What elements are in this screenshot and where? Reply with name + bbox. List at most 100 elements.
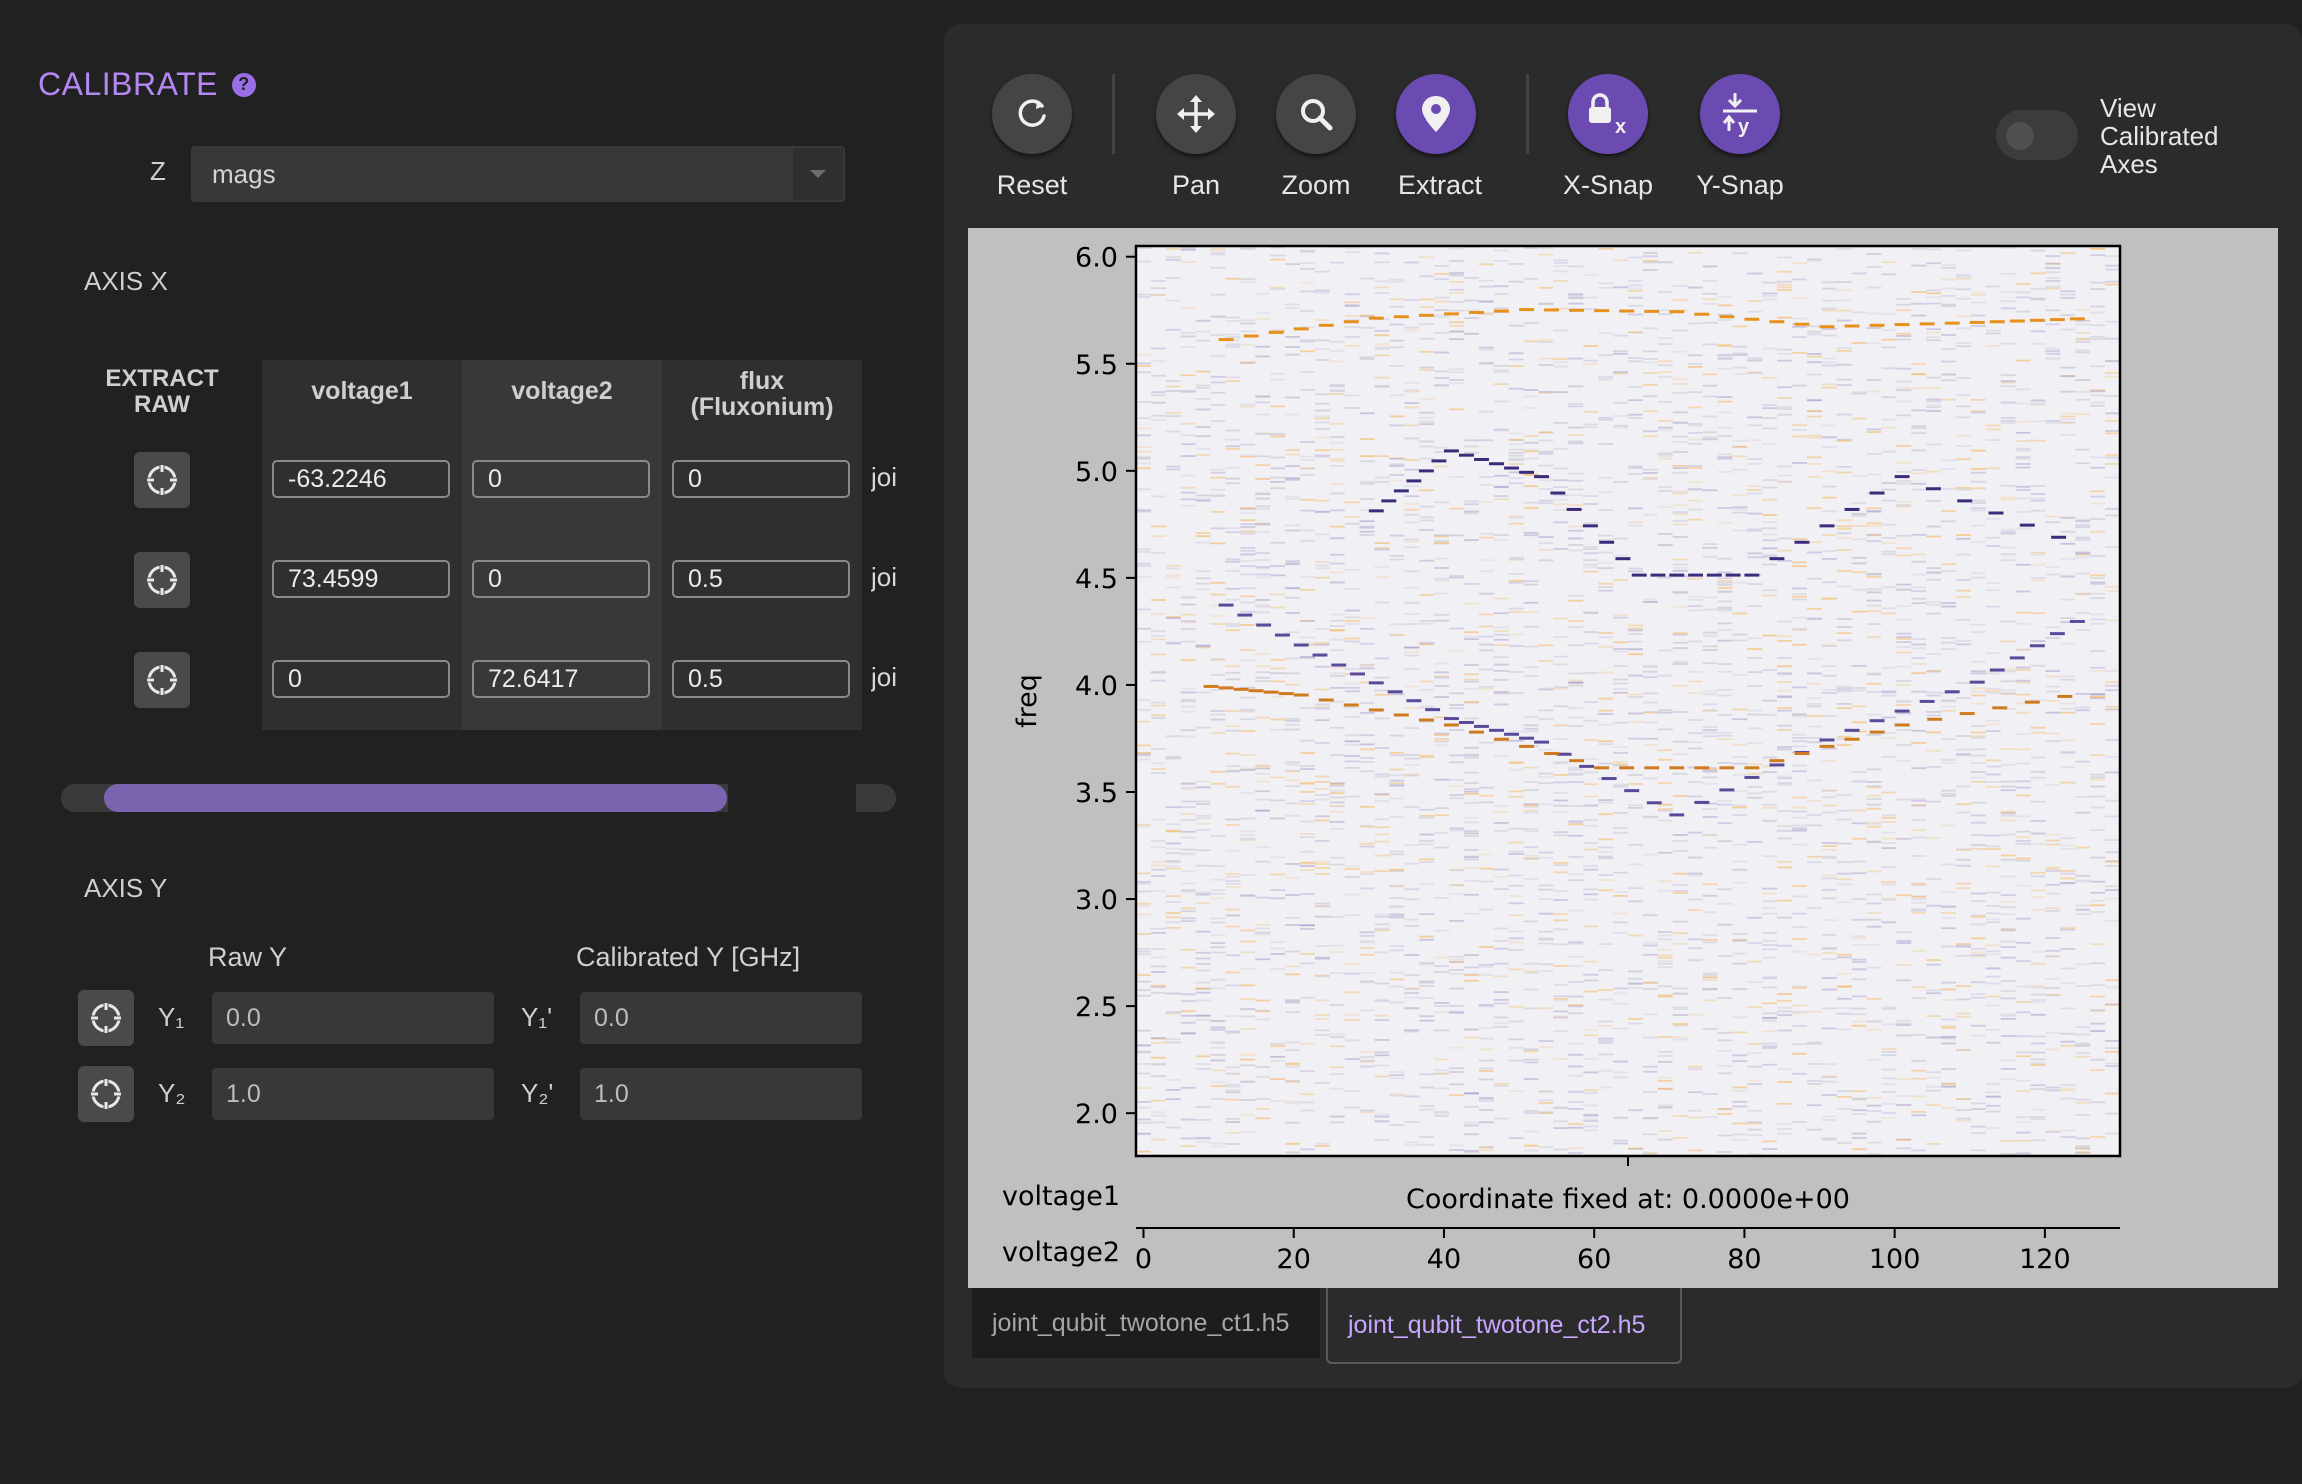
feature-segment: [1927, 717, 1943, 721]
cell-r2-flux[interactable]: 0.5: [672, 560, 850, 598]
feature-segment: [1650, 573, 1666, 577]
feature-segment: [1869, 323, 1885, 327]
zoom-button[interactable]: [1276, 74, 1356, 154]
feature-segment: [1393, 489, 1409, 493]
feature-segment: [1263, 690, 1279, 694]
cell-r2-voltage1[interactable]: 73.4599: [272, 560, 450, 598]
table-scrollbar-thumb[interactable]: [104, 784, 727, 812]
feature-segment: [2069, 619, 2085, 623]
feature-segment: [1669, 573, 1685, 577]
tab-file-ct2[interactable]: joint_qubit_twotone_ct2.h5: [1326, 1288, 1682, 1364]
feature-segment: [2069, 317, 2085, 321]
y1-calibrated-input[interactable]: 0.0: [580, 992, 862, 1044]
x2-tick-label: 60: [1577, 1244, 1611, 1275]
cell-r1-voltage2[interactable]: 0: [472, 460, 650, 498]
feature-segment: [1544, 308, 1560, 312]
view-calibrated-axes-toggle[interactable]: [1996, 110, 2078, 160]
crosshair-icon: [145, 663, 179, 697]
feature-segment: [1989, 320, 2005, 324]
feature-segment: [1744, 775, 1760, 779]
crosshair-icon: [89, 1077, 123, 1111]
cell-r1-flux[interactable]: 0: [672, 460, 850, 498]
axis-x-label: AXIS X: [84, 266, 168, 296]
feature-segment: [1569, 759, 1585, 763]
feature-segment: [1418, 469, 1434, 473]
x-snap-button[interactable]: x: [1568, 74, 1648, 154]
column-header-voltage1: voltage1: [311, 377, 413, 405]
y-axis-label: freq: [1012, 674, 1043, 728]
feature-segment: [1218, 603, 1234, 607]
y2-calibrated-input[interactable]: 1.0: [580, 1068, 862, 1120]
feature-segment: [1469, 310, 1484, 314]
pan-button[interactable]: [1156, 74, 1236, 154]
y-snap-button[interactable]: y: [1700, 74, 1780, 154]
extract-button[interactable]: [1396, 74, 1476, 154]
feature-segment: [1894, 723, 1910, 727]
z-select[interactable]: mags: [191, 146, 845, 202]
feature-segment: [1458, 720, 1474, 724]
extract-raw-header: EXTRACT RAW: [105, 365, 219, 418]
y-tick-label: 3.5: [1075, 778, 1118, 809]
extract-raw-button-3[interactable]: [134, 652, 190, 708]
chevron-down-icon[interactable]: [793, 148, 843, 200]
plot-area[interactable]: 2.0 2.5 3.0 3.5 4.0 4.5 5.0 5.5 6.0 freq voltage1 C…: [968, 228, 2278, 1288]
heatmap-chart[interactable]: 2.0 2.5 3.0 3.5 4.0 4.5 5.0 5.5 6.0 freq voltage1 C…: [968, 228, 2278, 1288]
feature-segment: [1293, 327, 1309, 331]
feature-segment: [1474, 457, 1489, 461]
scrollbar-end[interactable]: [856, 784, 896, 812]
feature-segment: [1989, 668, 2005, 672]
feature-segment: [1706, 573, 1722, 577]
cell-r1-voltage1[interactable]: -63.2246: [272, 460, 450, 498]
feature-segment: [1248, 689, 1264, 693]
feature-segment: [1443, 723, 1459, 727]
y1-raw-input[interactable]: 0.0: [212, 992, 494, 1044]
feature-segment: [1744, 317, 1760, 321]
column-header-flux: flux (Fluxonium): [690, 367, 834, 421]
y2-symbol: Y₂: [158, 1078, 186, 1108]
feature-segment: [1959, 712, 1975, 716]
cell-r2-voltage2[interactable]: 0: [472, 560, 650, 598]
extract-raw-button-1[interactable]: [134, 452, 190, 508]
axis-y-label: AXIS Y: [84, 873, 168, 903]
feature-segment: [1331, 663, 1347, 667]
reset-icon: [1018, 99, 1046, 127]
help-icon[interactable]: ?: [231, 72, 256, 97]
feature-segment: [1504, 732, 1519, 736]
feature-segment: [1293, 643, 1309, 647]
cell-r3-flux[interactable]: 0.5: [672, 660, 850, 698]
feature-segment: [1566, 507, 1582, 511]
pan-label: Pan: [1171, 170, 1221, 200]
feature-segment: [1601, 777, 1617, 781]
feature-segment: [1646, 801, 1662, 805]
feature-segment: [1769, 763, 1785, 767]
feature-segment: [1431, 459, 1447, 463]
feature-segment: [1519, 736, 1534, 740]
feature-segment: [1387, 690, 1403, 694]
extract-y2-button[interactable]: [78, 1066, 134, 1122]
feature-segment: [2049, 318, 2065, 322]
feature-segment: [1256, 623, 1272, 627]
feature-segment: [1719, 766, 1735, 770]
feature-segment: [1519, 308, 1534, 312]
feature-segment: [1694, 766, 1710, 770]
fixed-coordinate-annotation: Coordinate fixed at: 0.0000e+00: [1406, 1184, 1850, 1215]
extract-y1-button[interactable]: [78, 990, 134, 1046]
feature-segment: [1381, 499, 1397, 503]
feature-segment: [2029, 644, 2045, 648]
extract-raw-button-2[interactable]: [134, 552, 190, 608]
crosshair-icon: [145, 463, 179, 497]
feature-segment: [2051, 535, 2067, 539]
feature-segment: [1969, 320, 1985, 324]
feature-segment: [1343, 320, 1359, 324]
svg-text:y: y: [1738, 116, 1750, 137]
cell-r3-voltage1[interactable]: 0: [272, 660, 450, 698]
tab-file-ct1[interactable]: joint_qubit_twotone_ct1.h5: [972, 1288, 1320, 1358]
feature-segment: [1669, 310, 1685, 314]
cell-r3-voltage2[interactable]: 72.6417: [472, 660, 650, 698]
feature-segment: [1769, 759, 1785, 763]
feature-segment: [1579, 764, 1595, 768]
y2-raw-input[interactable]: 1.0: [212, 1068, 494, 1120]
feature-segment: [1644, 309, 1660, 313]
reset-button[interactable]: [992, 74, 1072, 154]
view-calibrated-axes-label: View Calibrated Axes: [2100, 93, 2219, 179]
